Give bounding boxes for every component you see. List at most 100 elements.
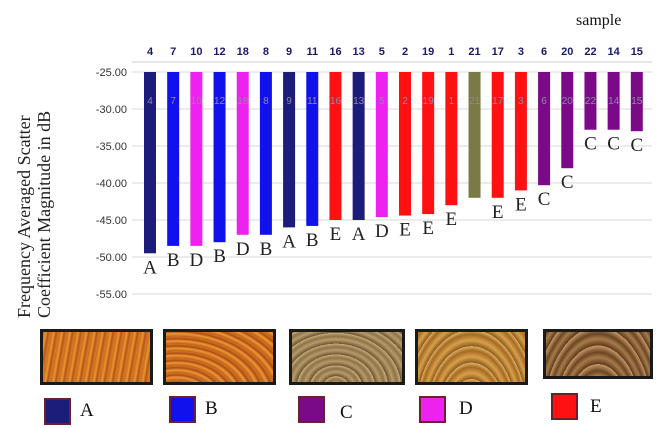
category-label: 3 [518, 46, 524, 58]
class-letter-label: E [330, 224, 342, 245]
category-label: 10 [190, 46, 202, 58]
wood-sample-photo-a [40, 329, 153, 385]
class-letter-label: D [236, 239, 250, 260]
category-label: 5 [379, 46, 385, 58]
category-label: 9 [286, 46, 292, 58]
legend-label-c: C [340, 402, 353, 423]
bar [352, 72, 365, 220]
bar [144, 72, 156, 254]
bar-inner-label: 4 [147, 96, 153, 107]
bar-inner-label: 9 [286, 96, 292, 107]
category-label: 18 [237, 46, 249, 58]
bar [236, 72, 249, 235]
bar [306, 72, 319, 226]
category-label: 14 [608, 46, 621, 58]
class-letter-label: E [446, 209, 458, 230]
class-letter-label: E [399, 220, 411, 241]
category-label: 21 [468, 46, 480, 58]
legend-label-d: D [459, 398, 473, 419]
bar [445, 72, 458, 206]
category-label: 13 [353, 46, 365, 58]
bar [213, 72, 226, 243]
bar-inner-label: 3 [518, 96, 524, 107]
bar-inner-label: 17 [492, 96, 504, 107]
bar-inner-label: 6 [541, 96, 547, 107]
bar [491, 72, 504, 198]
bar [190, 72, 203, 246]
category-label: 1 [448, 46, 454, 58]
class-letter-label: B [260, 239, 273, 260]
bar [630, 72, 643, 132]
y-tick-label: -55.00 [96, 289, 127, 301]
bar-inner-label: 5 [379, 96, 385, 107]
wood-sample-photo-c [289, 329, 405, 385]
y-tick-label: -50.00 [96, 252, 127, 264]
category-label: 4 [147, 46, 154, 58]
category-label: 20 [561, 46, 573, 58]
y-axis-label-line-2: Coefficient Magnitude in dB [34, 110, 54, 318]
class-letter-label: B [167, 250, 180, 271]
bar [422, 72, 435, 215]
wood-sample-photo-d [415, 329, 528, 385]
legend-label-e: E [590, 396, 602, 417]
class-letter-label: D [189, 250, 203, 271]
legend-swatch-b [169, 396, 196, 423]
wood-sample-photo-b [163, 329, 276, 385]
bar-inner-label: 12 [214, 96, 226, 107]
class-letter-label: E [422, 218, 434, 239]
bar-inner-label: 19 [423, 96, 435, 107]
bar-inner-label: 15 [631, 96, 643, 107]
bar [468, 72, 481, 198]
class-letter-label: B [213, 246, 226, 267]
bar [607, 72, 620, 130]
bar [514, 72, 527, 191]
category-label: 6 [541, 46, 547, 58]
class-letter-label: E [515, 194, 527, 215]
legend-swatch-c [298, 396, 325, 423]
class-letter-label: A [282, 231, 296, 252]
bar-inner-label: 7 [170, 96, 176, 107]
class-letter-label: C [538, 189, 551, 210]
legend-swatch-a [44, 398, 71, 425]
bar [283, 72, 296, 228]
category-label: 11 [306, 46, 318, 58]
class-letter-label: C [607, 134, 620, 155]
category-label: 7 [170, 46, 176, 58]
bar-inner-label: 14 [608, 96, 620, 107]
bar-inner-label: 18 [237, 96, 249, 107]
bar-inner-label: 8 [263, 96, 269, 107]
bar [584, 72, 597, 130]
class-letter-label: D [375, 221, 389, 242]
bar [259, 72, 272, 235]
bar [538, 72, 551, 186]
category-label: 2 [402, 46, 408, 58]
y-tick-label: -30.00 [96, 104, 127, 116]
bar [399, 72, 411, 216]
bar [167, 72, 180, 246]
sample-label: sample [576, 12, 622, 29]
bar-inner-label: 22 [585, 96, 597, 107]
bar [329, 72, 342, 220]
class-letter-label: C [630, 135, 643, 156]
class-letter-label: C [561, 172, 574, 193]
bar [561, 72, 574, 169]
bar [375, 72, 388, 218]
category-label: 8 [263, 46, 269, 58]
bar-inner-label: 11 [307, 96, 318, 107]
legend-label-b: B [205, 398, 218, 419]
bar-inner-label: 21 [469, 96, 481, 107]
wood-sample-photo-e [543, 329, 653, 379]
class-letter-label: E [492, 202, 504, 223]
y-axis-label-line-1: Frequency Averaged Scatter [14, 115, 34, 318]
category-label: 22 [584, 46, 596, 58]
category-label: 16 [329, 46, 341, 58]
bar-inner-label: 2 [402, 96, 408, 107]
class-letter-label: A [352, 224, 366, 245]
y-tick-label: -25.00 [96, 67, 127, 79]
bar-inner-label: 20 [562, 96, 574, 107]
legend-swatch-e [551, 393, 578, 420]
y-tick-label: -35.00 [96, 141, 127, 153]
class-letter-label: A [143, 257, 157, 278]
bar-inner-label: 10 [191, 96, 203, 107]
